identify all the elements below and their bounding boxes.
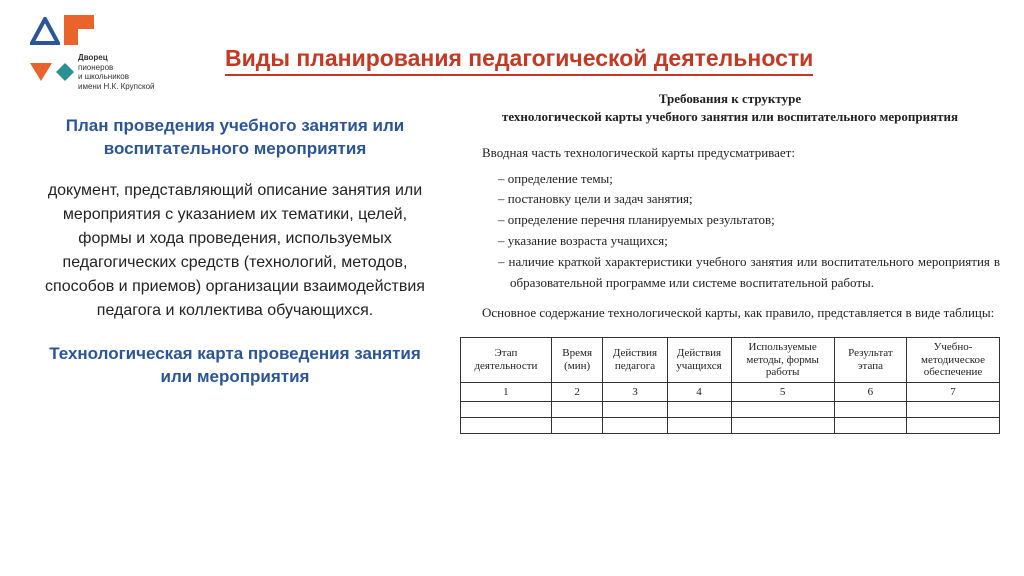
right-column: Требования к структуре технологической к… — [460, 90, 1000, 434]
doc-title-line1: Требования к структуре — [659, 91, 801, 106]
logo-text-line4: имени Н.К. Крупской — [78, 82, 155, 91]
logo-text-line3: и школьников — [78, 72, 129, 81]
doc-intro: Вводная часть технологической карты пред… — [460, 143, 1000, 163]
logo-text-line1: Дворец — [78, 53, 155, 63]
table-header: Используемые методы, формы работы — [731, 337, 834, 382]
doc-bullet: указание возраста учащихся; — [498, 231, 1000, 252]
triangle-solid-icon — [30, 63, 52, 81]
left-body-text: документ, представляющий описание заняти… — [35, 179, 435, 323]
logo: Дворец пионеров и школьников имени Н.К. … — [30, 15, 170, 91]
left-heading-1: План проведения учебного занятия или вос… — [35, 115, 435, 161]
table-cell: 6 — [834, 382, 906, 401]
table-header: Учебно-методическое обеспечение — [907, 337, 1000, 382]
table-header: Время (мин) — [551, 337, 603, 382]
table-header: Действия учащихся — [667, 337, 731, 382]
table-header: Действия педагога — [603, 337, 667, 382]
doc-bullet: наличие краткой характеристики учебного … — [498, 252, 1000, 294]
doc-requirements-title: Требования к структуре технологической к… — [460, 90, 1000, 125]
doc-bullet-list: определение темы; постановку цели и зада… — [498, 169, 1000, 294]
table-cell: 4 — [667, 382, 731, 401]
table-cell: 3 — [603, 382, 667, 401]
triangle-outline-icon — [30, 17, 60, 45]
page-title: Виды планирования педагогической деятель… — [225, 45, 813, 76]
table-row — [461, 417, 1000, 433]
table-row — [461, 401, 1000, 417]
doc-main-paragraph: Основное содержание технологической карт… — [460, 303, 1000, 323]
doc-bullet: постановку цели и задач занятия; — [498, 189, 1000, 210]
table-header-row: Этап деятельности Время (мин) Действия п… — [461, 337, 1000, 382]
doc-title-line2: технологической карты учебного занятия и… — [502, 109, 958, 124]
doc-bullet: определение темы; — [498, 169, 1000, 190]
table-header: Результат этапа — [834, 337, 906, 382]
logo-text: Дворец пионеров и школьников имени Н.К. … — [78, 53, 155, 91]
left-heading-2: Технологическая карта проведения занятия… — [35, 343, 435, 389]
left-column: План проведения учебного занятия или вос… — [35, 115, 435, 389]
table-header: Этап деятельности — [461, 337, 552, 382]
table-number-row: 1 2 3 4 5 6 7 — [461, 382, 1000, 401]
logo-text-line2: пионеров — [78, 63, 113, 72]
table-cell: 5 — [731, 382, 834, 401]
logo-shapes-row1 — [30, 15, 170, 45]
logo-shapes-row2: Дворец пионеров и школьников имени Н.К. … — [30, 53, 170, 91]
diamond-icon — [56, 63, 74, 81]
table-cell: 7 — [907, 382, 1000, 401]
table-cell: 2 — [551, 382, 603, 401]
tech-card-table: Этап деятельности Время (мин) Действия п… — [460, 337, 1000, 434]
square-notch-icon — [64, 15, 94, 45]
table-cell: 1 — [461, 382, 552, 401]
doc-bullet: определение перечня планируемых результа… — [498, 210, 1000, 231]
